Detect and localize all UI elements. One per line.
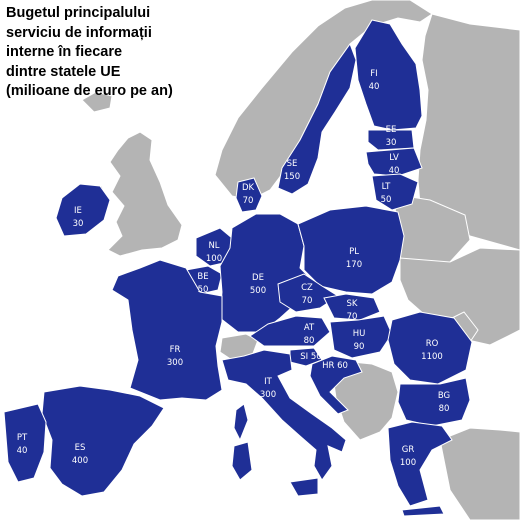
country-code-lv: LV bbox=[389, 153, 399, 163]
country-value-at: 80 bbox=[304, 336, 315, 346]
country-code-sk: SK bbox=[347, 299, 358, 309]
country-code-at: AT bbox=[304, 323, 315, 333]
country-code-hr: HR 60 bbox=[322, 361, 348, 371]
country-code-dk: DK bbox=[242, 183, 255, 193]
country-value-lt: 50 bbox=[381, 195, 392, 205]
country-value-lv: 40 bbox=[389, 166, 400, 176]
title-line: Bugetul principalului bbox=[6, 4, 206, 24]
map-title: Bugetul principalului serviciu de inform… bbox=[6, 4, 206, 102]
country-value-se: 150 bbox=[284, 172, 300, 182]
country-value-pt: 40 bbox=[17, 446, 28, 456]
country-code-ee: EE bbox=[386, 125, 397, 135]
country-value-gr: 100 bbox=[400, 458, 416, 468]
country-code-fr: FR bbox=[170, 345, 181, 355]
country-code-ie: IE bbox=[74, 206, 82, 216]
country-code-pt: PT bbox=[17, 433, 28, 443]
country-value-fr: 300 bbox=[167, 358, 183, 368]
country-code-se: SE bbox=[287, 159, 298, 169]
country-code-bg: BG bbox=[438, 391, 450, 401]
country-value-fi: 40 bbox=[369, 82, 380, 92]
country-value-sk: 70 bbox=[347, 312, 358, 322]
country-value-cz: 70 bbox=[302, 296, 313, 306]
country-code-lt: LT bbox=[382, 182, 392, 192]
bulgaria-shape bbox=[398, 378, 470, 426]
country-code-hu: HU bbox=[353, 329, 366, 339]
country-value-de: 500 bbox=[250, 286, 266, 296]
country-value-nl: 100 bbox=[206, 254, 222, 264]
country-value-hu: 90 bbox=[354, 342, 365, 352]
title-line: dintre statele UE bbox=[6, 63, 206, 83]
title-line: interne în fiecare bbox=[6, 43, 206, 63]
country-code-pl: PL bbox=[349, 247, 359, 257]
country-value-it: 300 bbox=[260, 390, 276, 400]
title-line: serviciu de informații bbox=[6, 24, 206, 44]
country-value-dk: 70 bbox=[243, 196, 254, 206]
country-value-es: 400 bbox=[72, 456, 88, 466]
country-code-si: SI 50 bbox=[300, 352, 321, 362]
title-line: (milioane de euro pe an) bbox=[6, 82, 206, 102]
country-value-ie: 30 bbox=[73, 219, 84, 229]
country-value-pl: 170 bbox=[346, 260, 362, 270]
country-code-ro: RO bbox=[426, 339, 439, 349]
country-code-gr: GR bbox=[402, 445, 415, 455]
country-code-es: ES bbox=[75, 443, 86, 453]
country-value-ee: 30 bbox=[386, 138, 397, 148]
country-code-fi: FI bbox=[370, 69, 377, 79]
country-code-it: IT bbox=[264, 377, 273, 387]
country-code-de: DE bbox=[252, 273, 264, 283]
country-value-be: 50 bbox=[198, 285, 209, 295]
country-code-be: BE bbox=[197, 272, 208, 282]
country-value-bg: 80 bbox=[439, 404, 450, 414]
country-code-nl: NL bbox=[208, 241, 219, 251]
country-value-ro: 1100 bbox=[421, 352, 443, 362]
country-code-cz: CZ bbox=[301, 283, 313, 293]
